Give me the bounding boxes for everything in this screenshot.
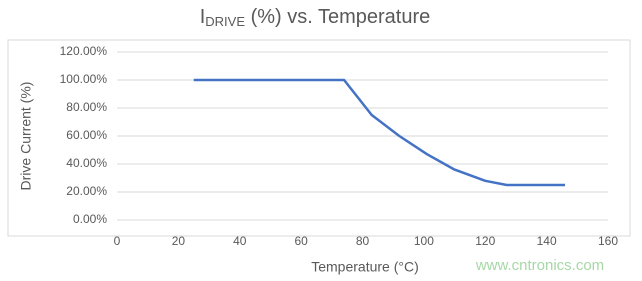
x-tick-label: 0	[114, 234, 121, 248]
y-tick-label: 120.00%	[60, 44, 108, 58]
title-main: I	[200, 6, 206, 28]
chart-title: IDRIVE (%) vs. Temperature	[200, 6, 431, 29]
x-tick-label: 20	[172, 234, 186, 248]
x-tick-label: 60	[294, 234, 308, 248]
x-tick-label: 80	[356, 234, 370, 248]
y-tick-label: 20.00%	[66, 184, 107, 198]
y-tick-label: 40.00%	[66, 156, 107, 170]
y-axis-label: Drive Current (%)	[18, 82, 34, 191]
watermark: www.cntronics.com	[475, 257, 604, 274]
x-tick-label: 40	[233, 234, 247, 248]
x-tick-label: 120	[475, 234, 495, 248]
plot-frame	[7, 39, 631, 237]
x-tick-label: 100	[414, 234, 434, 248]
title-subscript: DRIVE	[205, 14, 245, 29]
y-tick-label: 0.00%	[73, 212, 107, 226]
y-tick-label: 80.00%	[66, 100, 107, 114]
x-tick-label: 160	[598, 234, 618, 248]
y-tick-label: 60.00%	[66, 128, 107, 142]
y-tick-label: 100.00%	[60, 72, 108, 86]
title-rest: (%) vs. Temperature	[245, 6, 430, 28]
data-line	[193, 78, 566, 187]
x-axis-label: Temperature (°C)	[311, 259, 419, 275]
x-tick-label: 140	[537, 234, 557, 248]
